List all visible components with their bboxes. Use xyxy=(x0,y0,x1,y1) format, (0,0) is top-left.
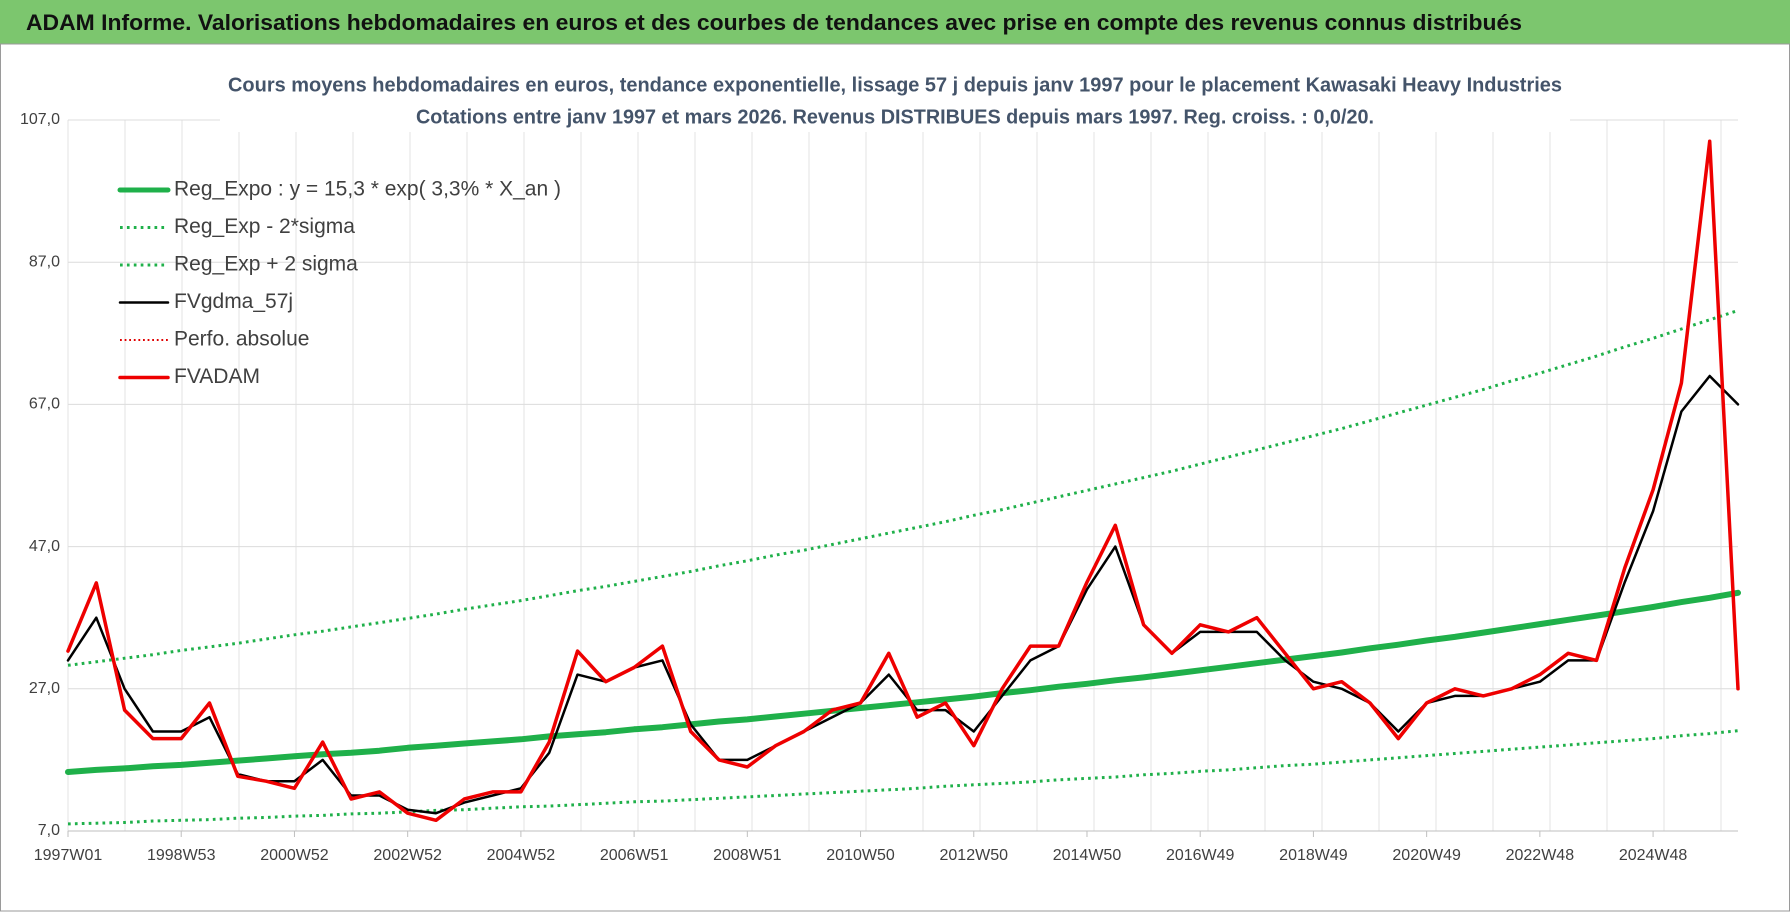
series-line xyxy=(66,139,1740,823)
series-line xyxy=(65,589,1741,775)
x-tick-label: 2020W49 xyxy=(1392,847,1461,864)
x-tick-label: 2024W48 xyxy=(1619,847,1688,864)
x-tick-label: 2004W52 xyxy=(487,847,556,864)
x-tick-label: 2006W51 xyxy=(600,847,669,864)
legend: Reg_Expo : y = 15,3 * exp( 3,3% * X_an )… xyxy=(117,178,561,388)
chart-subtitle: Cotations entre janv 1997 et mars 2026. … xyxy=(416,106,1374,128)
chart-title: Cours moyens hebdomadaires en euros, ten… xyxy=(228,74,1562,96)
page-title: ADAM Informe. Valorisations hebdomadaire… xyxy=(26,10,1522,35)
y-tick-label: 87,0 xyxy=(29,253,60,270)
legend-label: Reg_Expo : y = 15,3 * exp( 3,3% * X_an ) xyxy=(174,178,561,201)
series-line xyxy=(67,729,1739,826)
legend-label: Reg_Exp - 2*sigma xyxy=(174,215,355,238)
y-tick-label: 47,0 xyxy=(29,538,60,555)
plot: 7,0 27,0 47,0 67,0 87,0 107,0 1997W01 1998W53 20… xyxy=(20,111,1741,864)
series-line xyxy=(67,309,1739,667)
legend-label: Reg_Exp + 2 sigma xyxy=(174,253,358,276)
x-tick-label: 2010W50 xyxy=(826,847,895,864)
x-tick-label: 2022W48 xyxy=(1506,847,1575,864)
x-tick-label: 2008W51 xyxy=(713,847,782,864)
x-tick-label: 2018W49 xyxy=(1279,847,1348,864)
title-bg xyxy=(220,70,1570,132)
x-tick-label: 2016W49 xyxy=(1166,847,1235,864)
header-bar xyxy=(0,0,1790,44)
legend-label: Perfo. absolue xyxy=(174,328,309,351)
x-tick-label: 2000W52 xyxy=(260,847,329,864)
x-tick-label: 2014W50 xyxy=(1053,847,1122,864)
y-tick-label: 7,0 xyxy=(38,822,60,839)
x-tick-label: 1998W53 xyxy=(147,847,216,864)
y-tick-label: 67,0 xyxy=(29,396,60,413)
legend-label: FVgdma_57j xyxy=(174,290,293,313)
legend-label: FVADAM xyxy=(174,365,260,388)
x-tick-label: 2012W50 xyxy=(940,847,1009,864)
x-tick-label: 2002W52 xyxy=(373,847,442,864)
y-tick-label: 107,0 xyxy=(20,111,60,128)
x-tick-label: 1997W01 xyxy=(34,847,103,864)
y-tick-label: 27,0 xyxy=(29,680,60,697)
